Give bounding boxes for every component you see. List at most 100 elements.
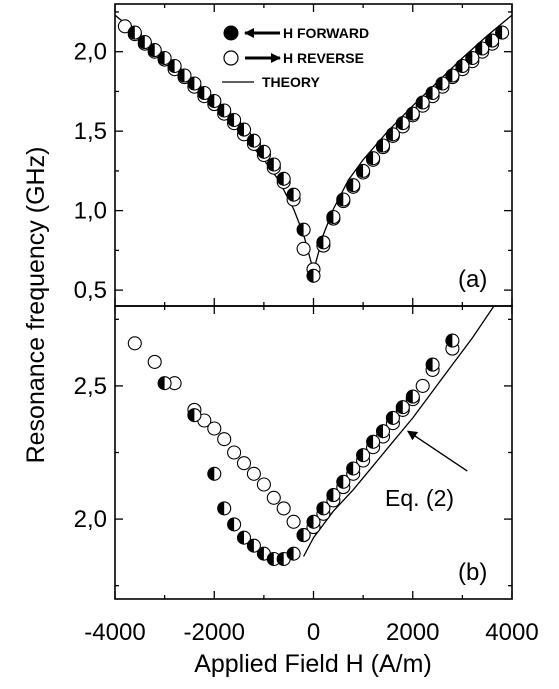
point-forward-a	[385, 127, 400, 142]
y-tick-label-a: 1,5	[74, 118, 107, 145]
point-forward-b	[366, 434, 381, 449]
point-forward-a	[395, 116, 410, 131]
point-reverse-b	[217, 432, 232, 447]
point-forward-a	[366, 151, 381, 166]
legend-entry-forward: H FORWARD	[223, 25, 369, 41]
point-forward-a	[415, 95, 430, 110]
point-reverse-b	[147, 354, 162, 369]
point-forward-a	[137, 35, 152, 50]
point-forward-a	[485, 33, 500, 48]
point-forward-b	[286, 546, 301, 561]
point-forward-b	[385, 410, 400, 425]
point-forward-a	[326, 209, 341, 225]
point-forward-b	[336, 474, 351, 489]
point-forward-a	[306, 268, 321, 283]
point-forward-a	[495, 25, 510, 40]
point-forward-b	[395, 400, 410, 415]
point-forward-a	[217, 103, 232, 118]
point-forward-a	[187, 76, 202, 91]
point-forward-a	[157, 50, 172, 66]
point-forward-b	[445, 333, 460, 348]
point-forward-a	[425, 85, 440, 101]
point-reverse-a	[296, 241, 311, 256]
point-forward-a	[455, 58, 470, 74]
point-forward-a	[227, 112, 242, 128]
point-reverse-b	[415, 378, 430, 393]
point-forward-b	[356, 448, 371, 463]
y-axis-title: Resonance frequency (GHz)	[22, 147, 50, 464]
point-forward-b	[217, 501, 232, 516]
y-tick-label-a: 2,0	[74, 39, 107, 66]
equation-annotation: Eq. (2)	[385, 430, 468, 511]
legend-marker-open	[223, 50, 239, 66]
point-forward-a	[346, 178, 361, 193]
point-forward-b	[346, 461, 361, 476]
point-forward-b	[425, 357, 440, 372]
x-tick-label: 4000	[485, 619, 538, 646]
point-forward-b	[187, 408, 202, 423]
tick-labels: 0,5 1,0 1,5 2,0 2,0 2,5 -4000 -2000 0 2000 4000	[74, 39, 539, 646]
point-reverse-b	[256, 477, 271, 492]
point-forward-b	[375, 424, 391, 439]
point-forward-a	[445, 68, 460, 83]
theory-lines	[115, 14, 512, 557]
x-tick-label: -2000	[184, 619, 245, 646]
point-forward-a	[286, 187, 301, 202]
point-forward-a	[167, 58, 182, 74]
legend-marker-filled	[223, 25, 239, 41]
point-forward-a	[465, 50, 480, 66]
point-forward-a	[236, 122, 252, 137]
point-forward-a	[197, 85, 212, 101]
x-tick-label: 2000	[386, 619, 439, 646]
point-forward-b	[326, 488, 341, 503]
point-reverse-b	[236, 456, 252, 471]
point-reverse-b	[286, 514, 301, 529]
legend-entry-theory: THEORY	[222, 74, 320, 90]
point-forward-b	[306, 514, 321, 529]
point-forward-b	[296, 528, 311, 543]
annotation-arrow	[406, 430, 468, 472]
y-tick-label-b: 2,0	[74, 506, 107, 533]
annotation-label: Eq. (2)	[385, 485, 454, 511]
point-forward-b	[207, 466, 222, 481]
legend-entry-reverse: H REVERSE	[223, 50, 364, 66]
point-forward-a	[147, 43, 162, 58]
point-forward-a	[256, 144, 271, 159]
y-tick-label-a: 1,0	[74, 198, 107, 225]
legend-label-reverse: H REVERSE	[283, 50, 364, 66]
panel-b-label: (b)	[458, 559, 487, 586]
point-forward-a	[296, 222, 311, 237]
point-forward-b	[236, 530, 252, 545]
point-forward-a	[127, 25, 142, 40]
point-reverse-b	[227, 445, 242, 460]
point-reverse-b	[266, 490, 281, 505]
point-forward-a	[375, 138, 391, 153]
point-forward-b	[157, 376, 172, 391]
point-reverse-b	[127, 336, 142, 351]
x-axis-title: Applied Field H (A/m)	[194, 650, 432, 678]
point-reverse-b	[276, 501, 291, 516]
point-forward-a	[405, 106, 420, 121]
data-points	[117, 19, 510, 567]
y-tick-label-a: 0,5	[74, 277, 107, 304]
point-forward-a	[475, 41, 490, 56]
point-forward-a	[266, 157, 281, 172]
point-forward-a	[177, 68, 192, 83]
legend-label-forward: H FORWARD	[283, 25, 369, 41]
panel-a-label: (a)	[458, 266, 487, 293]
point-forward-b	[316, 501, 331, 516]
point-forward-a	[356, 163, 371, 178]
point-reverse-b	[207, 421, 222, 436]
point-forward-a	[316, 235, 331, 250]
point-forward-a	[435, 76, 450, 91]
x-tick-label: -4000	[84, 619, 145, 646]
y-tick-label-b: 2,5	[74, 373, 107, 400]
legend: H FORWARD H REVERSE THEORY	[222, 25, 369, 90]
point-forward-a	[246, 133, 261, 148]
x-tick-label: 0	[307, 619, 320, 646]
point-forward-a	[336, 192, 351, 207]
point-forward-b	[246, 538, 261, 553]
axis-ticks	[114, 4, 513, 599]
point-forward-b	[227, 517, 242, 532]
